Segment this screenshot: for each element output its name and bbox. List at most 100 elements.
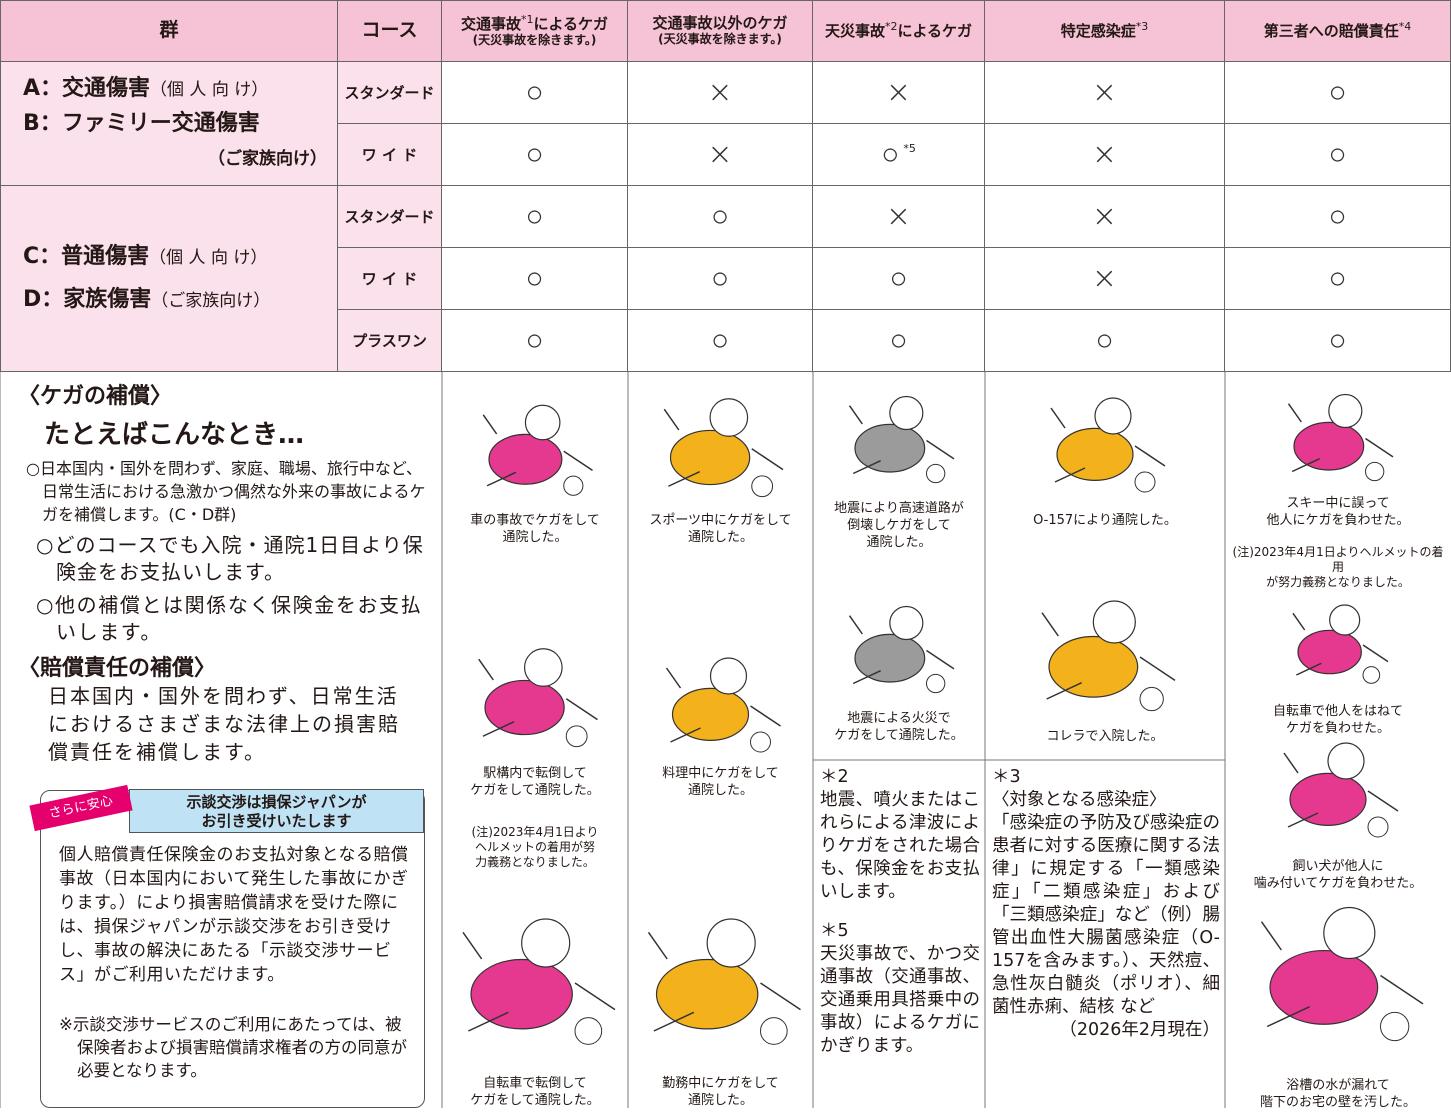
coverage-mark: × xyxy=(885,75,912,110)
group-note: （個 人 向 け） xyxy=(150,79,269,100)
coverage-note: *5 xyxy=(903,142,916,155)
example-caption: 車の事故でケガをして 通院した。 xyxy=(444,512,626,546)
footnote: ＊2 地震、噴火またはこれらによる津波によりケガをされた場合も、保険金をお支払い… xyxy=(820,766,980,1058)
example-caption: 地震により高速道路が 倒壊しケガをして 通院した。 xyxy=(815,500,983,551)
text-line: 力義務となりました。 xyxy=(475,855,595,869)
paragraph: 日本国内・国外を問わず、日常生活におけるさまざまな法律上の損害賠償責任を補償しま… xyxy=(48,684,400,764)
text-line: 通院した。 xyxy=(687,530,753,545)
box-body: 個人賠償責任保険金のお支払対象となる賠償事故（日本国内において発生した事故にかぎ… xyxy=(59,845,409,985)
bullet: ○日本国内・国外を問わず、家庭、職場、旅行中など、日常生活における急激かつ偶然な… xyxy=(26,459,426,524)
coverage-cell: ○ xyxy=(813,310,985,372)
header-line: 交通事故*1によるケガ xyxy=(461,14,608,33)
coverage-cell: × xyxy=(985,62,1225,124)
example-caption: 地震による火災で ケガをして通院した。 xyxy=(815,710,983,744)
example-caption: スキー中に誤って他人にケガを負わせた。 xyxy=(1227,495,1449,529)
bullet: ○他の補償とは関係なく保険金をお支払いします。 xyxy=(36,593,423,644)
coverage-mark: × xyxy=(707,75,733,110)
footnote-text: 地震、噴火またはこれらによる津波によりケガをされた場合も、保険金をお支払いします… xyxy=(820,790,980,902)
drawing xyxy=(1362,666,1381,684)
drawing xyxy=(706,918,756,968)
drawing xyxy=(1260,921,1424,1028)
drawing xyxy=(1048,635,1139,698)
coverage-cell: ○ xyxy=(442,62,628,124)
text-line: ケガをして通院した。 xyxy=(470,1093,600,1108)
drawing xyxy=(1329,604,1361,636)
text-line: O-157により通院した。 xyxy=(1033,513,1177,528)
header-line: 第三者への賠償責任*4 xyxy=(1264,21,1412,40)
example-caption: 自転車で転倒して ケガをして通院した。 xyxy=(444,1075,626,1109)
coverage-mark: ○ xyxy=(889,261,908,296)
coverage-mark: × xyxy=(1091,199,1118,234)
coverage-cell: ○ xyxy=(985,310,1225,372)
drawing xyxy=(1367,816,1389,838)
header-text: 交通事故 xyxy=(460,15,521,34)
drawing xyxy=(709,657,748,695)
drawing xyxy=(470,958,573,1030)
group-name: D：家族傷害 xyxy=(23,286,152,312)
coverage-mark: ○ xyxy=(710,199,730,234)
group-name: B：ファミリー交通傷害 xyxy=(23,110,260,136)
example-caption: 浴槽の水が漏れて 階下のお宅の壁を汚した。 xyxy=(1227,1077,1449,1111)
header-line: 天災事故*2によるケガ xyxy=(825,21,972,40)
footnote-text: 天災事故で、かつ交通事故（交通事故、交通乗用具搭乗中の事故）によるケガにかぎりま… xyxy=(820,944,980,1056)
coverage-cell: × xyxy=(985,186,1225,248)
heading: 〈ケガの補償〉 xyxy=(18,384,173,409)
footnote-label: ＊5 xyxy=(820,921,849,941)
drawing xyxy=(1365,461,1385,482)
text-line: 地震による火災で xyxy=(847,711,951,726)
group-name: A：交通傷害 xyxy=(23,75,151,101)
header-cell: コース xyxy=(338,0,442,62)
course-name: スタンダード xyxy=(338,62,442,124)
group-cell: A：交通傷害（個 人 向 け） B：ファミリー交通傷害 （ご家族向け） xyxy=(0,62,338,186)
header-line: 群 xyxy=(159,19,178,42)
header-sup: *3 xyxy=(1135,20,1149,34)
coverage-mark: × xyxy=(1091,261,1118,296)
footnote-label: ＊2 xyxy=(820,767,849,787)
title-line: お引き受けいたします xyxy=(201,812,352,830)
text-line: コレラで入院した。 xyxy=(1046,729,1164,744)
drawing xyxy=(1094,397,1132,435)
text-line: スキー中に誤って xyxy=(1286,496,1390,511)
coverage-cell: × xyxy=(985,248,1225,310)
coverage-cell: ○ xyxy=(1225,62,1451,124)
text-line: ケガをして通院した。 xyxy=(834,728,964,743)
text-line: (注)2023年4月1日より xyxy=(471,825,599,839)
footnote-label: ＊3 xyxy=(992,767,1021,787)
example-note: (注)2023年4月1日よりヘルメットの着用が努力義務となりました。 xyxy=(1227,545,1449,590)
group-note: （ご家族向け） xyxy=(151,290,271,311)
example-note: (注)2023年4月1日よりヘルメットの着用が努力義務となりました。 xyxy=(444,825,626,870)
text-line: スポーツ中にケガをして xyxy=(649,513,792,528)
header-cell: 天災事故*2によるケガ xyxy=(813,0,985,62)
group-line: C：普通傷害（個 人 向 け） xyxy=(23,236,327,279)
group-line: （ご家族向け） xyxy=(23,142,327,176)
drawing xyxy=(848,405,955,475)
coverage-cell: ○ xyxy=(813,248,985,310)
example-caption: 駅構内で転倒して ケガをして通院した。 xyxy=(444,765,626,799)
drawing xyxy=(1041,612,1176,700)
drawing xyxy=(1056,427,1134,481)
example-caption: コレラで入院した。 xyxy=(987,728,1223,745)
text-line: 他人にケガを負わせた。 xyxy=(1266,513,1410,528)
coverage-mark: ○ xyxy=(525,323,544,358)
coverage-cell: × xyxy=(813,62,985,124)
header-sup: *4 xyxy=(1398,20,1412,34)
subheading: たとえばこんなとき… xyxy=(44,420,305,450)
coverage-mark: ○ xyxy=(525,261,544,296)
example-caption: 料理中にケガをして 通院した。 xyxy=(630,765,811,799)
course-name: スタンダード xyxy=(338,186,442,248)
header-text: によるケガ xyxy=(897,22,973,41)
drawing xyxy=(889,395,924,431)
drawing xyxy=(709,398,749,437)
service-box: 示談交渉は損保ジャパンが お引き受けいたします さらに安心 個人賠償責任保険金の… xyxy=(29,784,425,1108)
coverage-cell: ○ xyxy=(1225,310,1451,372)
header-text: によるケガ xyxy=(533,15,609,34)
example-caption: 飼い犬が他人に 噛み付いてケガを負わせた。 xyxy=(1227,858,1449,892)
drawing xyxy=(563,475,584,496)
group-line: B：ファミリー交通傷害 xyxy=(23,107,327,142)
text-line: 飼い犬が他人に xyxy=(1292,859,1384,874)
header-sup: *1 xyxy=(520,13,534,27)
drawing xyxy=(1380,1011,1410,1042)
coverage-cell: ○ xyxy=(442,124,628,186)
coverage-cell: ○ xyxy=(628,186,813,248)
drawing xyxy=(1292,612,1389,676)
